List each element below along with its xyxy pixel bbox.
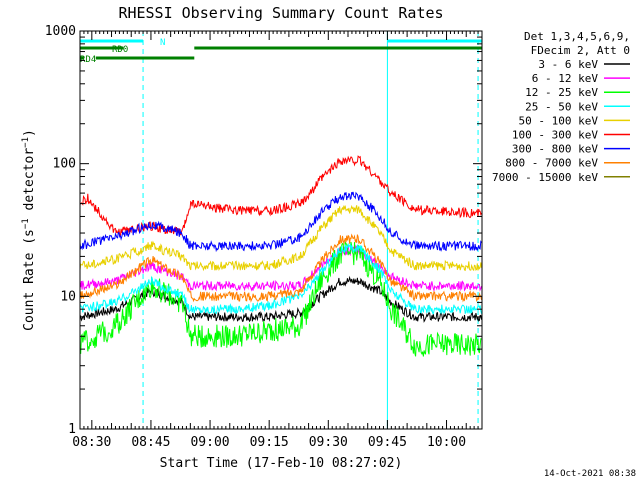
- legend-entry-label: 100 - 300 keV: [512, 129, 598, 142]
- x-tick-label: 08:30: [72, 435, 111, 450]
- legend-header: Det 1,3,4,5,6,9,: [524, 30, 630, 43]
- legend: Det 1,3,4,5,6,9,FDecim 2, Att 03 - 6 keV…: [492, 30, 630, 184]
- series-line: [79, 244, 482, 293]
- legend-entry-label: 12 - 25 keV: [525, 86, 598, 99]
- y-tick-label: 10: [60, 289, 76, 304]
- legend-entry-label: 300 - 800 keV: [512, 143, 598, 156]
- series-line: [79, 233, 482, 303]
- x-tick-label: 10:00: [427, 435, 466, 450]
- axes: 1 10 100 1000 08:30 08:45 09:00 09:15 09:30 09:45…: [45, 24, 483, 450]
- flag-label: RD0: [112, 45, 128, 55]
- legend-entry-label: 6 - 12 keV: [532, 72, 599, 85]
- flag-label: N: [160, 38, 165, 48]
- y-axis-label: Count Rate (s−1 detector−1): [21, 129, 37, 331]
- series-line: [79, 275, 482, 323]
- x-axis-label: Start Time (17-Feb-10 08:27:02): [160, 456, 403, 471]
- plot-area: N RD0 RD4: [79, 31, 482, 429]
- series-line: [79, 191, 482, 253]
- legend-entry-label: 3 - 6 keV: [538, 58, 598, 71]
- x-tick-label: 09:15: [250, 435, 289, 450]
- legend-entry-label: 800 - 7000 keV: [505, 157, 598, 170]
- x-tick-label: 09:00: [190, 435, 229, 450]
- footer-timestamp: 14-Oct-2021 08:38: [544, 469, 636, 479]
- chart-title: RHESSI Observing Summary Count Rates: [118, 4, 443, 22]
- series-line: [79, 240, 482, 357]
- legend-header: FDecim 2, Att 0: [531, 44, 630, 57]
- x-tick-label: 09:30: [309, 435, 348, 450]
- x-tick-label: 08:45: [131, 435, 170, 450]
- series-line: [79, 204, 482, 272]
- legend-entry-label: 50 - 100 keV: [519, 114, 599, 127]
- flag-label: RD4: [80, 55, 96, 65]
- legend-entry-label: 7000 - 15000 keV: [492, 171, 598, 184]
- y-tick-label: 1: [68, 422, 76, 437]
- y-tick-label: 1000: [45, 24, 76, 39]
- y-tick-label: 100: [53, 157, 76, 172]
- legend-entry-label: 25 - 50 keV: [525, 100, 598, 113]
- x-tick-label: 09:45: [368, 435, 407, 450]
- series-line: [79, 242, 482, 315]
